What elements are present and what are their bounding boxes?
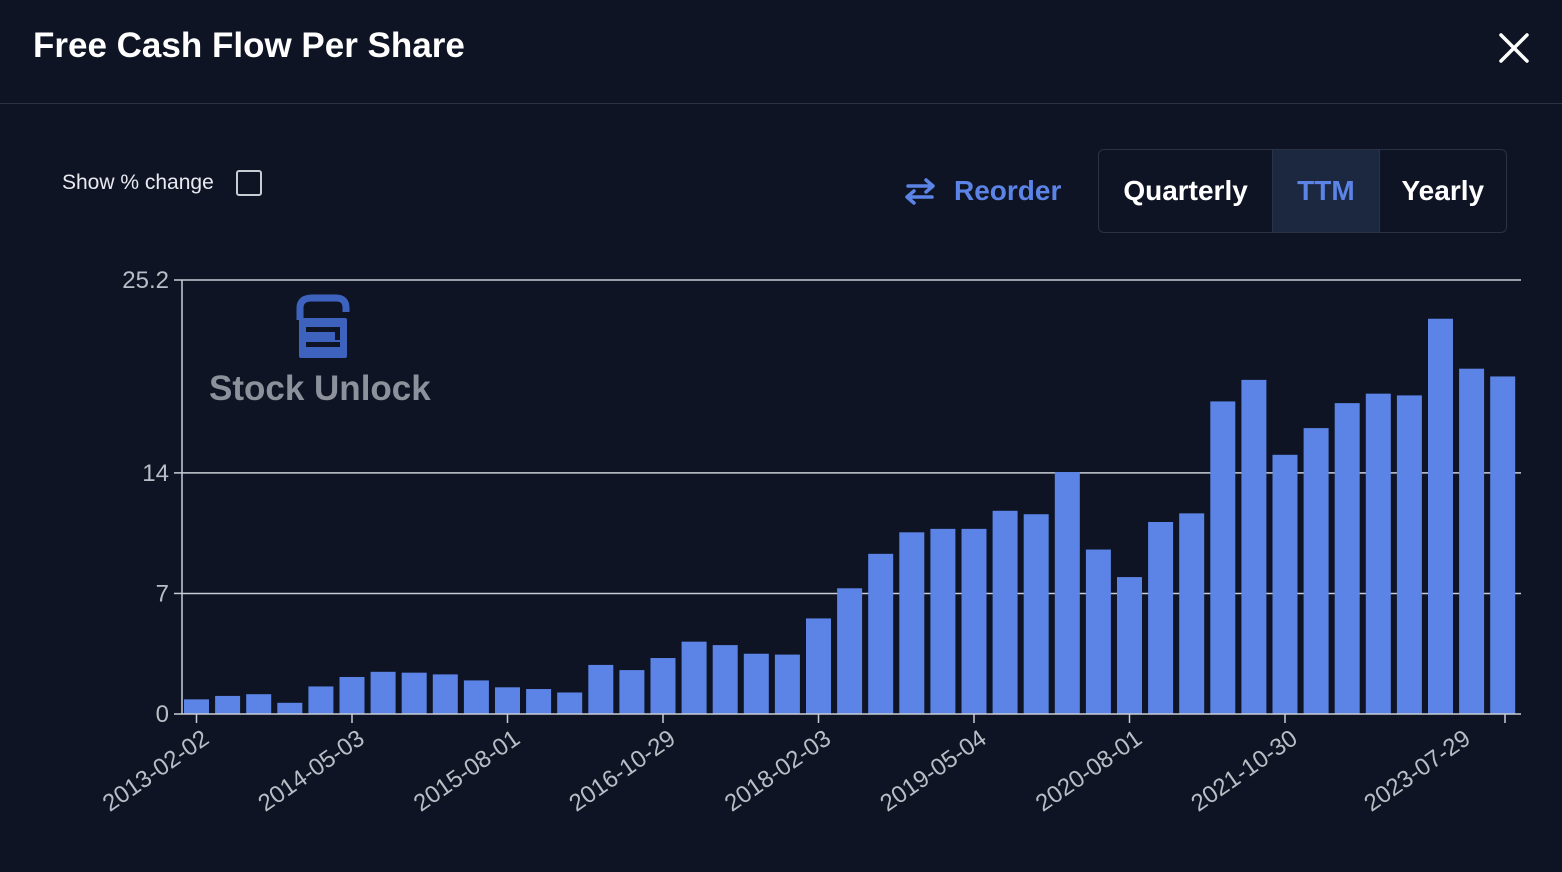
bar[interactable] <box>277 702 303 714</box>
bar[interactable] <box>370 671 396 714</box>
bar[interactable] <box>899 532 925 714</box>
x-tick-label: 2015-08-01 <box>409 725 525 818</box>
bar[interactable] <box>463 680 489 714</box>
bar[interactable] <box>215 695 241 714</box>
chart-bars <box>184 318 1516 714</box>
bar[interactable] <box>961 528 987 714</box>
reorder-button[interactable]: Reorder <box>902 170 1061 212</box>
period-selector: Quarterly TTM Yearly <box>1098 149 1507 233</box>
bar[interactable] <box>1241 379 1267 714</box>
x-tick-label: 2018-02-03 <box>720 725 836 818</box>
bar[interactable] <box>1303 428 1329 714</box>
bar[interactable] <box>1428 318 1453 714</box>
watermark-text: Stock Unlock <box>209 369 431 408</box>
bar[interactable] <box>432 674 458 714</box>
bar[interactable] <box>308 686 334 714</box>
swap-arrows-icon <box>905 178 935 205</box>
bar[interactable] <box>992 510 1018 714</box>
period-quarterly-button[interactable]: Quarterly <box>1123 175 1248 206</box>
period-yearly-button[interactable]: Yearly <box>1401 175 1485 206</box>
y-tick-label: 7 <box>156 580 169 607</box>
bar[interactable] <box>1334 403 1360 714</box>
modal-header: Free Cash Flow Per Share <box>0 0 1562 104</box>
bar[interactable] <box>557 692 583 714</box>
bar[interactable] <box>806 618 831 714</box>
y-tick-label: 25.2 <box>122 267 169 294</box>
bar[interactable] <box>837 588 863 714</box>
bar[interactable] <box>1365 393 1391 714</box>
bar[interactable] <box>401 672 427 714</box>
x-tick-label: 2021-10-30 <box>1186 725 1302 818</box>
bar[interactable] <box>1490 376 1516 714</box>
bar[interactable] <box>1148 521 1174 714</box>
bar[interactable] <box>1210 401 1236 714</box>
bar[interactable] <box>1085 549 1111 714</box>
bar[interactable] <box>526 689 552 714</box>
x-tick-label: 2016-10-29 <box>564 725 680 818</box>
bar[interactable] <box>712 645 738 714</box>
x-tick-label: 2014-05-03 <box>253 725 369 818</box>
bar[interactable] <box>743 653 769 714</box>
show-change-checkbox[interactable] <box>235 170 262 196</box>
bar[interactable] <box>246 694 272 714</box>
bar[interactable] <box>339 676 365 714</box>
bar[interactable] <box>1272 454 1298 714</box>
reorder-label: Reorder <box>954 175 1062 206</box>
bar[interactable] <box>774 654 800 714</box>
close-icon[interactable] <box>1496 30 1532 66</box>
page-title: Free Cash Flow Per Share <box>33 26 465 65</box>
y-tick-label: 14 <box>142 460 169 487</box>
bar[interactable] <box>1117 577 1142 714</box>
bar[interactable] <box>619 670 645 714</box>
watermark: Stock Unlock <box>209 294 431 408</box>
show-change-label: Show % change <box>62 171 214 194</box>
period-ttm-button[interactable]: TTM <box>1272 150 1380 232</box>
bar[interactable] <box>588 664 614 714</box>
bar[interactable] <box>495 687 520 714</box>
x-tick-label: 2023-07-29 <box>1359 725 1475 818</box>
bar[interactable] <box>1023 514 1049 714</box>
bar[interactable] <box>868 553 894 714</box>
bar[interactable] <box>184 699 209 714</box>
x-tick-label: 2013-02-02 <box>98 725 214 818</box>
stock-unlock-logo-icon <box>296 294 350 358</box>
bar[interactable] <box>930 528 956 714</box>
show-change-toggle[interactable]: Show % change <box>62 168 262 198</box>
bar[interactable] <box>1396 395 1422 714</box>
bar[interactable] <box>1054 472 1080 714</box>
bar[interactable] <box>1459 368 1485 714</box>
bar[interactable] <box>650 658 676 714</box>
x-tick-label: 2020-08-01 <box>1031 725 1147 818</box>
bar[interactable] <box>1179 513 1205 714</box>
y-tick-label: 0 <box>156 701 169 728</box>
bar[interactable] <box>681 641 707 714</box>
x-tick-label: 2019-05-04 <box>875 725 991 818</box>
